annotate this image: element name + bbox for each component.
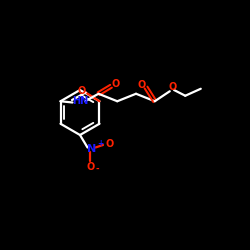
Text: +: + bbox=[97, 138, 103, 147]
Text: -: - bbox=[95, 165, 99, 174]
Text: O: O bbox=[77, 86, 85, 96]
Text: O: O bbox=[168, 82, 176, 92]
Text: O: O bbox=[112, 79, 120, 89]
Text: O: O bbox=[105, 139, 114, 149]
Text: O: O bbox=[138, 80, 146, 90]
Text: HN: HN bbox=[72, 96, 89, 106]
Text: N: N bbox=[87, 144, 97, 154]
Text: O: O bbox=[86, 162, 94, 172]
